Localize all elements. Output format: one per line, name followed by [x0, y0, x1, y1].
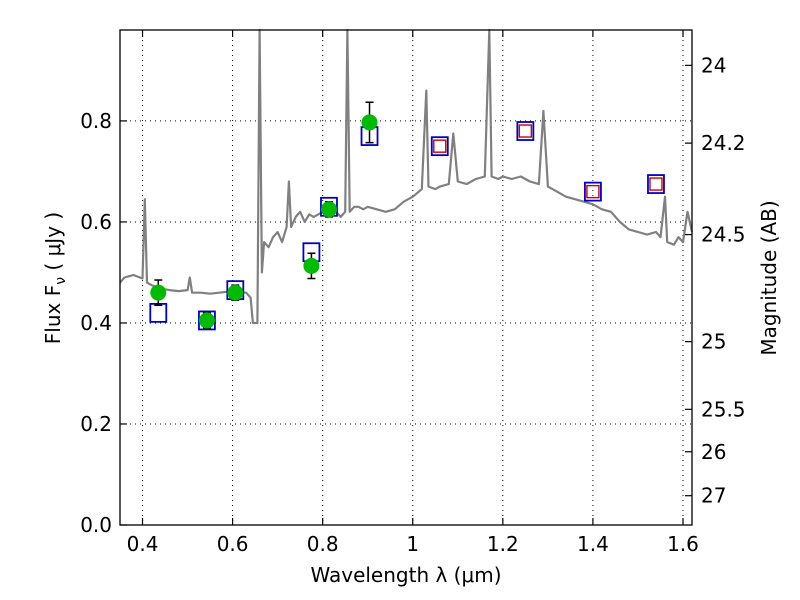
right-tick-label: 25: [701, 330, 726, 354]
green-circle-marker: [227, 284, 244, 301]
x-tick-label: 0.4: [127, 532, 159, 556]
y-axis-title-sub: ν: [53, 277, 69, 285]
right-tick-label: 27: [701, 484, 726, 508]
y-tick-label: 0.4: [80, 311, 112, 335]
x-tick-label: 1.6: [667, 532, 699, 556]
right-tick-label: 25.5: [701, 397, 746, 421]
x-tick-label: 1: [406, 532, 419, 556]
blue-square-marker: [149, 302, 168, 323]
y-axis-title-main: Flux F: [41, 285, 65, 344]
x-tick-labels: 0.4 0.6 0.8 1 1.2 1.4 1.6: [127, 532, 699, 556]
right-tick-label: 24.2: [701, 131, 746, 155]
red-square-marker: [586, 184, 600, 199]
grid: [120, 30, 692, 525]
green-circle-marker: [150, 284, 167, 301]
x-tick-label: 0.6: [217, 532, 249, 556]
y-tick-label: 0.8: [80, 109, 112, 133]
right-axis-title: Magnitude (AB): [757, 200, 781, 355]
green-circle-marker: [198, 312, 215, 329]
green-circle-marker: [361, 114, 378, 131]
right-tick-label: 26: [701, 440, 726, 464]
spectrum-layer: [119, 28, 694, 325]
x-axis-title: Wavelength λ (μm): [310, 563, 501, 587]
x-tick-label: 0.8: [307, 532, 339, 556]
y-tick-label: 0.0: [80, 513, 112, 537]
green-circle-marker: [320, 201, 337, 218]
right-tick-labels: 24 24.2 24.5 25 25.5 26 27: [701, 53, 746, 507]
plot-frame: [119, 29, 693, 526]
y-axis-title-unit: ( μJy ): [41, 212, 65, 277]
x-tick-label: 1.2: [487, 532, 519, 556]
red-square-marker: [518, 124, 533, 138]
markers-layer: [149, 101, 665, 331]
right-tick-label: 24: [701, 53, 726, 77]
ticks-layer: [120, 30, 692, 526]
right-tick-label: 24.5: [701, 223, 746, 247]
y-axis-title: Flux Fν ( μJy ): [41, 212, 69, 344]
green-circle-marker: [303, 257, 320, 274]
red-square-marker: [433, 139, 447, 153]
y-tick-label: 0.6: [80, 210, 112, 234]
x-tick-label: 1.4: [577, 532, 609, 556]
red-square-marker: [649, 177, 663, 191]
blue-square-marker: [647, 174, 665, 194]
blue-square-marker: [584, 181, 602, 202]
blue-square-marker: [516, 121, 535, 141]
spectrum-line: [119, 28, 694, 325]
y-tick-labels: 0.0 0.2 0.4 0.6 0.8: [80, 109, 112, 537]
blue-square-marker: [430, 136, 449, 157]
y-tick-label: 0.2: [80, 412, 112, 436]
